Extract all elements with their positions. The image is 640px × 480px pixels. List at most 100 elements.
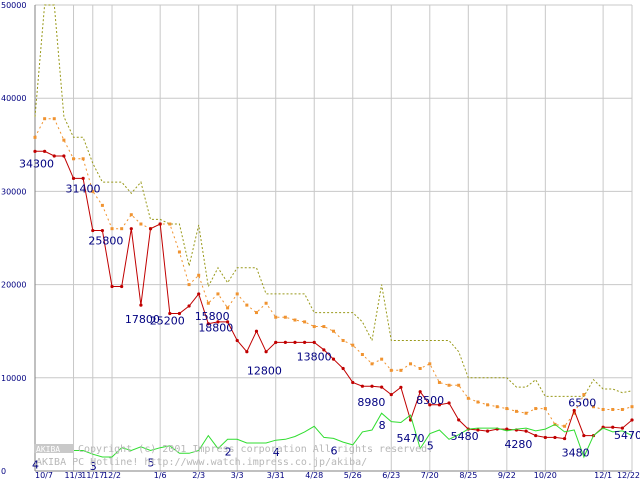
- series-point-1: [235, 292, 239, 296]
- series-point-2: [62, 154, 66, 158]
- copyright-line: Copyright (c) 2001 Impress corporation A…: [78, 444, 433, 455]
- series-point-2: [351, 380, 355, 385]
- series-point-2: [620, 426, 624, 430]
- series-point-1: [351, 343, 355, 347]
- series-point-2: [485, 429, 490, 433]
- x-tick-label: 6/23: [382, 471, 400, 480]
- series-point-2: [437, 403, 442, 407]
- series-point-2: [187, 304, 191, 308]
- x-tick-label: 12/1: [594, 471, 612, 480]
- series-point-1: [62, 138, 66, 142]
- data-label: 25200: [150, 314, 185, 327]
- y-tick-label: 10000: [1, 374, 26, 383]
- data-label: 5470: [397, 432, 425, 445]
- series-point-1: [274, 315, 278, 319]
- gridlines: [34, 4, 633, 472]
- series-point-2: [81, 176, 85, 180]
- x-tick-label: 4/28: [305, 471, 323, 480]
- data-label: 15800: [195, 310, 230, 323]
- series-point-1: [447, 383, 451, 387]
- series-point-1: [322, 325, 326, 329]
- series-point-1: [591, 405, 595, 409]
- series-point-2: [120, 284, 124, 289]
- series-point-1: [206, 301, 210, 305]
- series-point-2: [43, 149, 47, 153]
- x-tick-label: 12/2: [103, 471, 121, 480]
- data-label: 12800: [247, 365, 282, 378]
- x-tick-label: 11/3: [65, 471, 83, 480]
- x-tick-label: 10/20: [534, 471, 557, 480]
- x-tick-label: 3/3: [231, 471, 244, 480]
- series-point-2: [389, 392, 393, 397]
- series-point-2: [129, 227, 133, 231]
- series-point-1: [72, 157, 76, 161]
- series-point-2: [225, 320, 230, 324]
- series-point-1: [52, 117, 56, 121]
- series-point-1: [389, 368, 393, 372]
- series-point-1: [437, 380, 441, 384]
- series-point-1: [572, 411, 576, 415]
- series-point-1: [177, 250, 181, 254]
- series-point-2: [447, 401, 451, 405]
- data-label: 5480: [451, 430, 479, 443]
- x-tick-label: 12/22: [617, 471, 640, 480]
- series-point-1: [33, 135, 37, 139]
- series-point-1: [216, 292, 220, 296]
- data-label: 25800: [88, 235, 123, 248]
- series-point-1: [110, 227, 114, 231]
- data-label: 4280: [504, 438, 532, 451]
- series-point-2: [370, 384, 374, 388]
- series-point-1: [514, 409, 518, 413]
- series-point-1: [601, 407, 605, 411]
- series-point-2: [91, 228, 95, 233]
- series-point-2: [168, 311, 172, 316]
- y-tick-label: 20000: [1, 281, 26, 290]
- series-point-2: [216, 320, 220, 324]
- series-point-2: [611, 425, 615, 429]
- series-point-1: [399, 368, 403, 372]
- x-tick-label: 3/31: [267, 471, 285, 480]
- series-point-2: [418, 390, 422, 394]
- x-tick-label: 7/20: [421, 471, 439, 480]
- x-tick-label: 1/6: [154, 471, 167, 480]
- series-point-1: [283, 315, 287, 319]
- series-point-2: [524, 429, 528, 433]
- y-tick-label: 40000: [1, 94, 26, 103]
- series-point-2: [553, 435, 557, 440]
- series-point-2: [505, 427, 509, 431]
- data-label: 34300: [19, 157, 54, 170]
- series-point-2: [33, 149, 37, 153]
- series-point-1: [380, 357, 384, 361]
- y-axis: 0 10000 20000 30000 40000 50000: [1, 1, 36, 476]
- series-point-2: [283, 340, 287, 344]
- series-point-1: [495, 405, 499, 409]
- data-label: 5470: [614, 429, 640, 442]
- x-tick-label: 5/26: [344, 471, 362, 480]
- series-point-1: [620, 407, 624, 411]
- series-point-1: [129, 213, 133, 217]
- series-point-1: [370, 362, 374, 366]
- data-label: 6500: [568, 396, 596, 409]
- x-axis: 10/7 11/3 12/2 1/6 2/3 3/3 3/31 4/28 5/26 6/23 7/2…: [35, 470, 640, 480]
- site-url-line: AKIBA PC Hotline! http://www.watch.impre…: [36, 457, 367, 468]
- x-tick-label: 8/25: [459, 471, 477, 480]
- series-point-1: [418, 366, 422, 370]
- copyright-watermark: AKIBA Copyright (c) 2001 Impress corpora…: [34, 444, 433, 468]
- akiba-logo-text: AKIBA: [36, 445, 60, 454]
- series-point-2: [572, 408, 576, 413]
- series-point-1: [524, 411, 528, 415]
- series-point-2: [264, 350, 268, 354]
- series-point-2: [100, 228, 105, 233]
- x-tick-label: 2/3: [192, 471, 205, 480]
- series-point-1: [254, 311, 258, 315]
- y-tick-label: 0: [1, 467, 6, 476]
- y-tick-label: 30000: [1, 187, 26, 196]
- series-point-1: [139, 222, 143, 226]
- series-line-1: [34, 118, 633, 427]
- series-point-2: [148, 227, 153, 231]
- count-label: 6: [331, 444, 338, 457]
- count-label: 5: [427, 440, 434, 453]
- series-point-2: [245, 350, 249, 354]
- akiba-logo-badge: [34, 444, 74, 453]
